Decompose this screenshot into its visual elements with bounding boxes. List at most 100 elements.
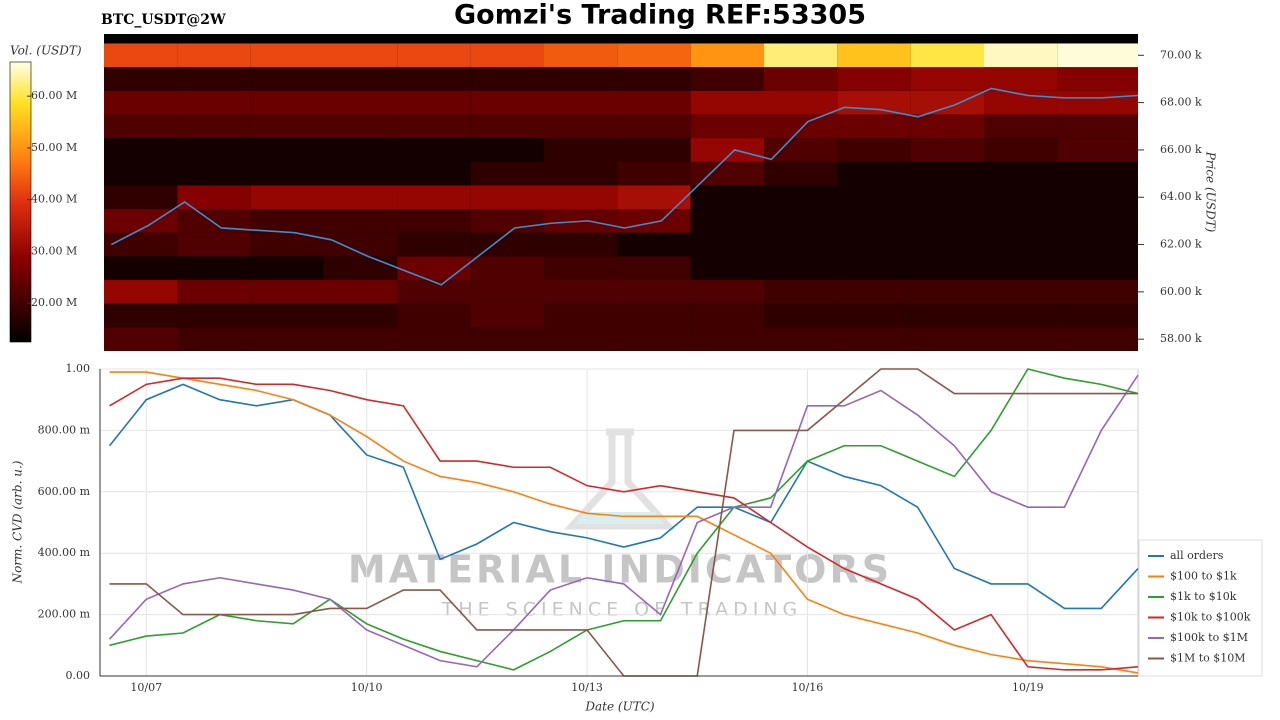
- heatmap-cell: [690, 303, 764, 328]
- chart-title: Gomzi's Trading REF:53305: [454, 0, 866, 31]
- heatmap-cell: [470, 303, 544, 328]
- heatmap-cell: [1057, 138, 1138, 162]
- heatmap-cell: [470, 161, 544, 186]
- heatmap-cell: [250, 161, 324, 186]
- heatmap-cell: [397, 280, 471, 304]
- heatmap-cell: [250, 256, 324, 281]
- watermark: MATERIAL INDICATORS: [348, 548, 892, 592]
- heatmap-cell: [177, 209, 251, 233]
- heatmap-cell: [617, 138, 691, 162]
- heatmap-cell: [984, 280, 1058, 304]
- heatmap-cell: [250, 209, 324, 233]
- heatmap-cell: [324, 67, 398, 91]
- heatmap-cell: [104, 138, 178, 162]
- colorbar-tick-label: 40.00 M: [31, 193, 77, 206]
- heatmap-cell: [617, 303, 691, 328]
- heatmap-cell: [324, 327, 398, 351]
- heatmap-cell: [397, 114, 471, 139]
- heatmap-cell: [764, 67, 838, 91]
- y-tick-label: 200.00 m: [38, 608, 91, 621]
- cvd-line: [108, 383, 1139, 610]
- legend-label: $10k to $100k: [1170, 611, 1251, 624]
- heatmap-cell: [837, 185, 911, 210]
- heatmap-cell: [910, 327, 984, 351]
- heatmap-cell: [397, 327, 471, 351]
- y-tick-label: 58.00 k: [1160, 332, 1202, 345]
- y-tick-label: 1.00: [66, 362, 91, 375]
- heatmap-cell: [470, 185, 544, 210]
- x-tick-label: 10/16: [792, 681, 824, 694]
- y-tick-label: 600.00 m: [38, 485, 91, 498]
- heatmap-cell: [104, 327, 178, 351]
- heatmap-cell: [690, 67, 764, 91]
- cvd-line: [109, 371, 1139, 674]
- heatmap-cell: [397, 209, 471, 233]
- heatmap-cell: [324, 185, 398, 210]
- heatmap-cell: [690, 161, 764, 186]
- heatmap-cell: [837, 232, 911, 257]
- heatmap-cell: [544, 303, 618, 328]
- heatmap-cell: [690, 114, 764, 139]
- heatmap-cell: [617, 161, 691, 186]
- heatmap-cell: [544, 114, 618, 139]
- heatmap-cell: [324, 138, 398, 162]
- y-tick-label: 62.00 k: [1160, 238, 1202, 251]
- cvd-line: [108, 374, 1139, 668]
- heatmap-cell: [910, 43, 984, 68]
- heatmap-cell: [470, 90, 544, 115]
- heatmap-cell: [250, 280, 324, 304]
- heatmap-cell: [984, 67, 1058, 91]
- heatmap-cell: [250, 185, 324, 210]
- heatmap-cell: [470, 232, 544, 257]
- heatmap-cell: [177, 114, 251, 139]
- heatmap-cell: [104, 303, 178, 328]
- heatmap-cell: [544, 327, 618, 351]
- heatmap-cell: [397, 232, 471, 257]
- heatmap-cell: [1057, 67, 1138, 91]
- heatmap-cell: [177, 67, 251, 91]
- price-line: [110, 87, 1139, 286]
- heatmap-cell: [104, 256, 178, 281]
- heatmap-cell: [764, 327, 838, 351]
- y-tick-label: 0.00: [66, 669, 91, 682]
- heatmap-cell: [837, 67, 911, 91]
- heatmap-cell: [984, 209, 1058, 233]
- heatmap-cell: [397, 161, 471, 186]
- heatmap-cell: [544, 256, 618, 281]
- heatmap-cell: [617, 256, 691, 281]
- colorbar: [9, 61, 32, 343]
- heatmap-cell: [690, 185, 764, 210]
- heatmap-cell: [690, 256, 764, 281]
- watermark-icon: [564, 428, 676, 530]
- heatmap-cell: [837, 327, 911, 351]
- heatmap-cell: [104, 114, 178, 139]
- y-tick-label: 60.00 k: [1160, 285, 1202, 298]
- heatmap-cell: [837, 138, 911, 162]
- heatmap-cell: [1057, 43, 1138, 68]
- heatmap-cell: [324, 161, 398, 186]
- legend-label: $1k to $10k: [1170, 590, 1237, 603]
- x-axis-label: Date (UTC): [584, 700, 654, 714]
- heatmap-cell: [837, 209, 911, 233]
- heatmap-cell: [837, 280, 911, 304]
- heatmap-cell: [617, 327, 691, 351]
- heatmap-cell: [764, 43, 838, 68]
- heatmap-cell: [250, 232, 324, 257]
- heatmap-cell: [470, 138, 544, 162]
- heatmap-cell: [617, 114, 691, 139]
- legend-label: all orders: [1170, 549, 1224, 562]
- heatmap-cell: [470, 280, 544, 304]
- y-tick-label: 70.00 k: [1160, 48, 1202, 61]
- heatmap-cell: [764, 138, 838, 162]
- heatmap-cell: [544, 185, 618, 210]
- y-axis-label: Norm. CVD (arb. u.): [11, 460, 25, 584]
- heatmap-cell: [617, 185, 691, 210]
- heatmap-cell: [617, 232, 691, 257]
- heatmap-cell: [397, 185, 471, 210]
- colorbar-tick-label: 20.00 M: [31, 296, 77, 309]
- heatmap-cell: [104, 43, 178, 68]
- heatmap-cell: [397, 256, 471, 281]
- heatmap-cell: [1057, 280, 1138, 304]
- heatmap-cell: [910, 232, 984, 257]
